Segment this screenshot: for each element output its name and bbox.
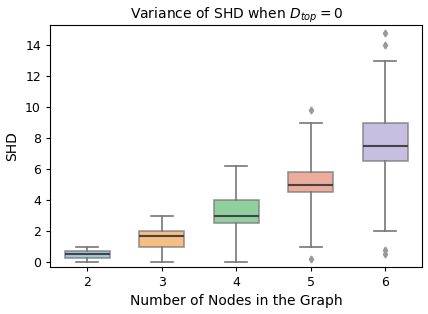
Y-axis label: SHD: SHD bbox=[6, 131, 20, 161]
PathPatch shape bbox=[363, 122, 407, 161]
Title: Variance of SHD when $D_{top} = 0$: Variance of SHD when $D_{top} = 0$ bbox=[130, 6, 343, 25]
X-axis label: Number of Nodes in the Graph: Number of Nodes in the Graph bbox=[130, 295, 342, 308]
PathPatch shape bbox=[140, 231, 184, 247]
PathPatch shape bbox=[288, 172, 333, 192]
PathPatch shape bbox=[214, 200, 259, 224]
PathPatch shape bbox=[65, 251, 110, 258]
